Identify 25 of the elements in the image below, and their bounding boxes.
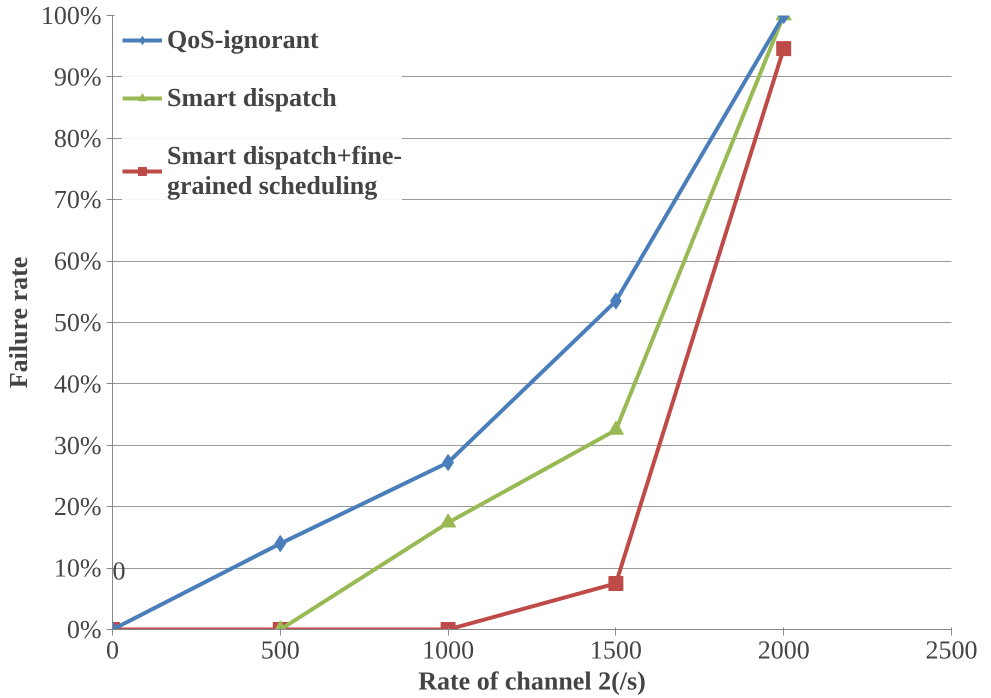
x-axis-title: Rate of channel 2(/s): [418, 666, 646, 696]
y-tick-label: 80%: [54, 124, 102, 153]
y-tick-label: 40%: [54, 369, 102, 398]
x-tick-label: 2500: [926, 636, 978, 664]
y-tick-label: 50%: [54, 308, 102, 337]
x-tick-label: 1500: [590, 636, 642, 664]
x-tick-label: 1000: [422, 636, 474, 664]
legend-label: QoS-ignorant: [167, 25, 319, 55]
x-tick-label: 0: [106, 636, 119, 664]
y-tick-label: 10%: [54, 554, 102, 583]
y-axis-title: Failure rate: [4, 256, 33, 388]
y-tick-label: 20%: [54, 492, 102, 522]
point: [440, 514, 456, 528]
point: [608, 420, 624, 435]
x-tick-label: 500: [260, 636, 300, 664]
annotation: 0: [112, 556, 126, 586]
legend-label: Smart dispatch+fine- grained scheduling: [167, 141, 402, 201]
y-tick-label: 100%: [40, 1, 102, 30]
x-tick-label: 2000: [758, 636, 810, 664]
y-tick-label: 90%: [54, 62, 102, 92]
legend-label: Smart dispatch: [167, 83, 337, 113]
y-tick-label: 30%: [54, 430, 102, 460]
y-tick-label: 0%: [66, 615, 102, 644]
y-tick-label: 70%: [54, 185, 102, 214]
y-tick-label: 60%: [54, 246, 102, 276]
